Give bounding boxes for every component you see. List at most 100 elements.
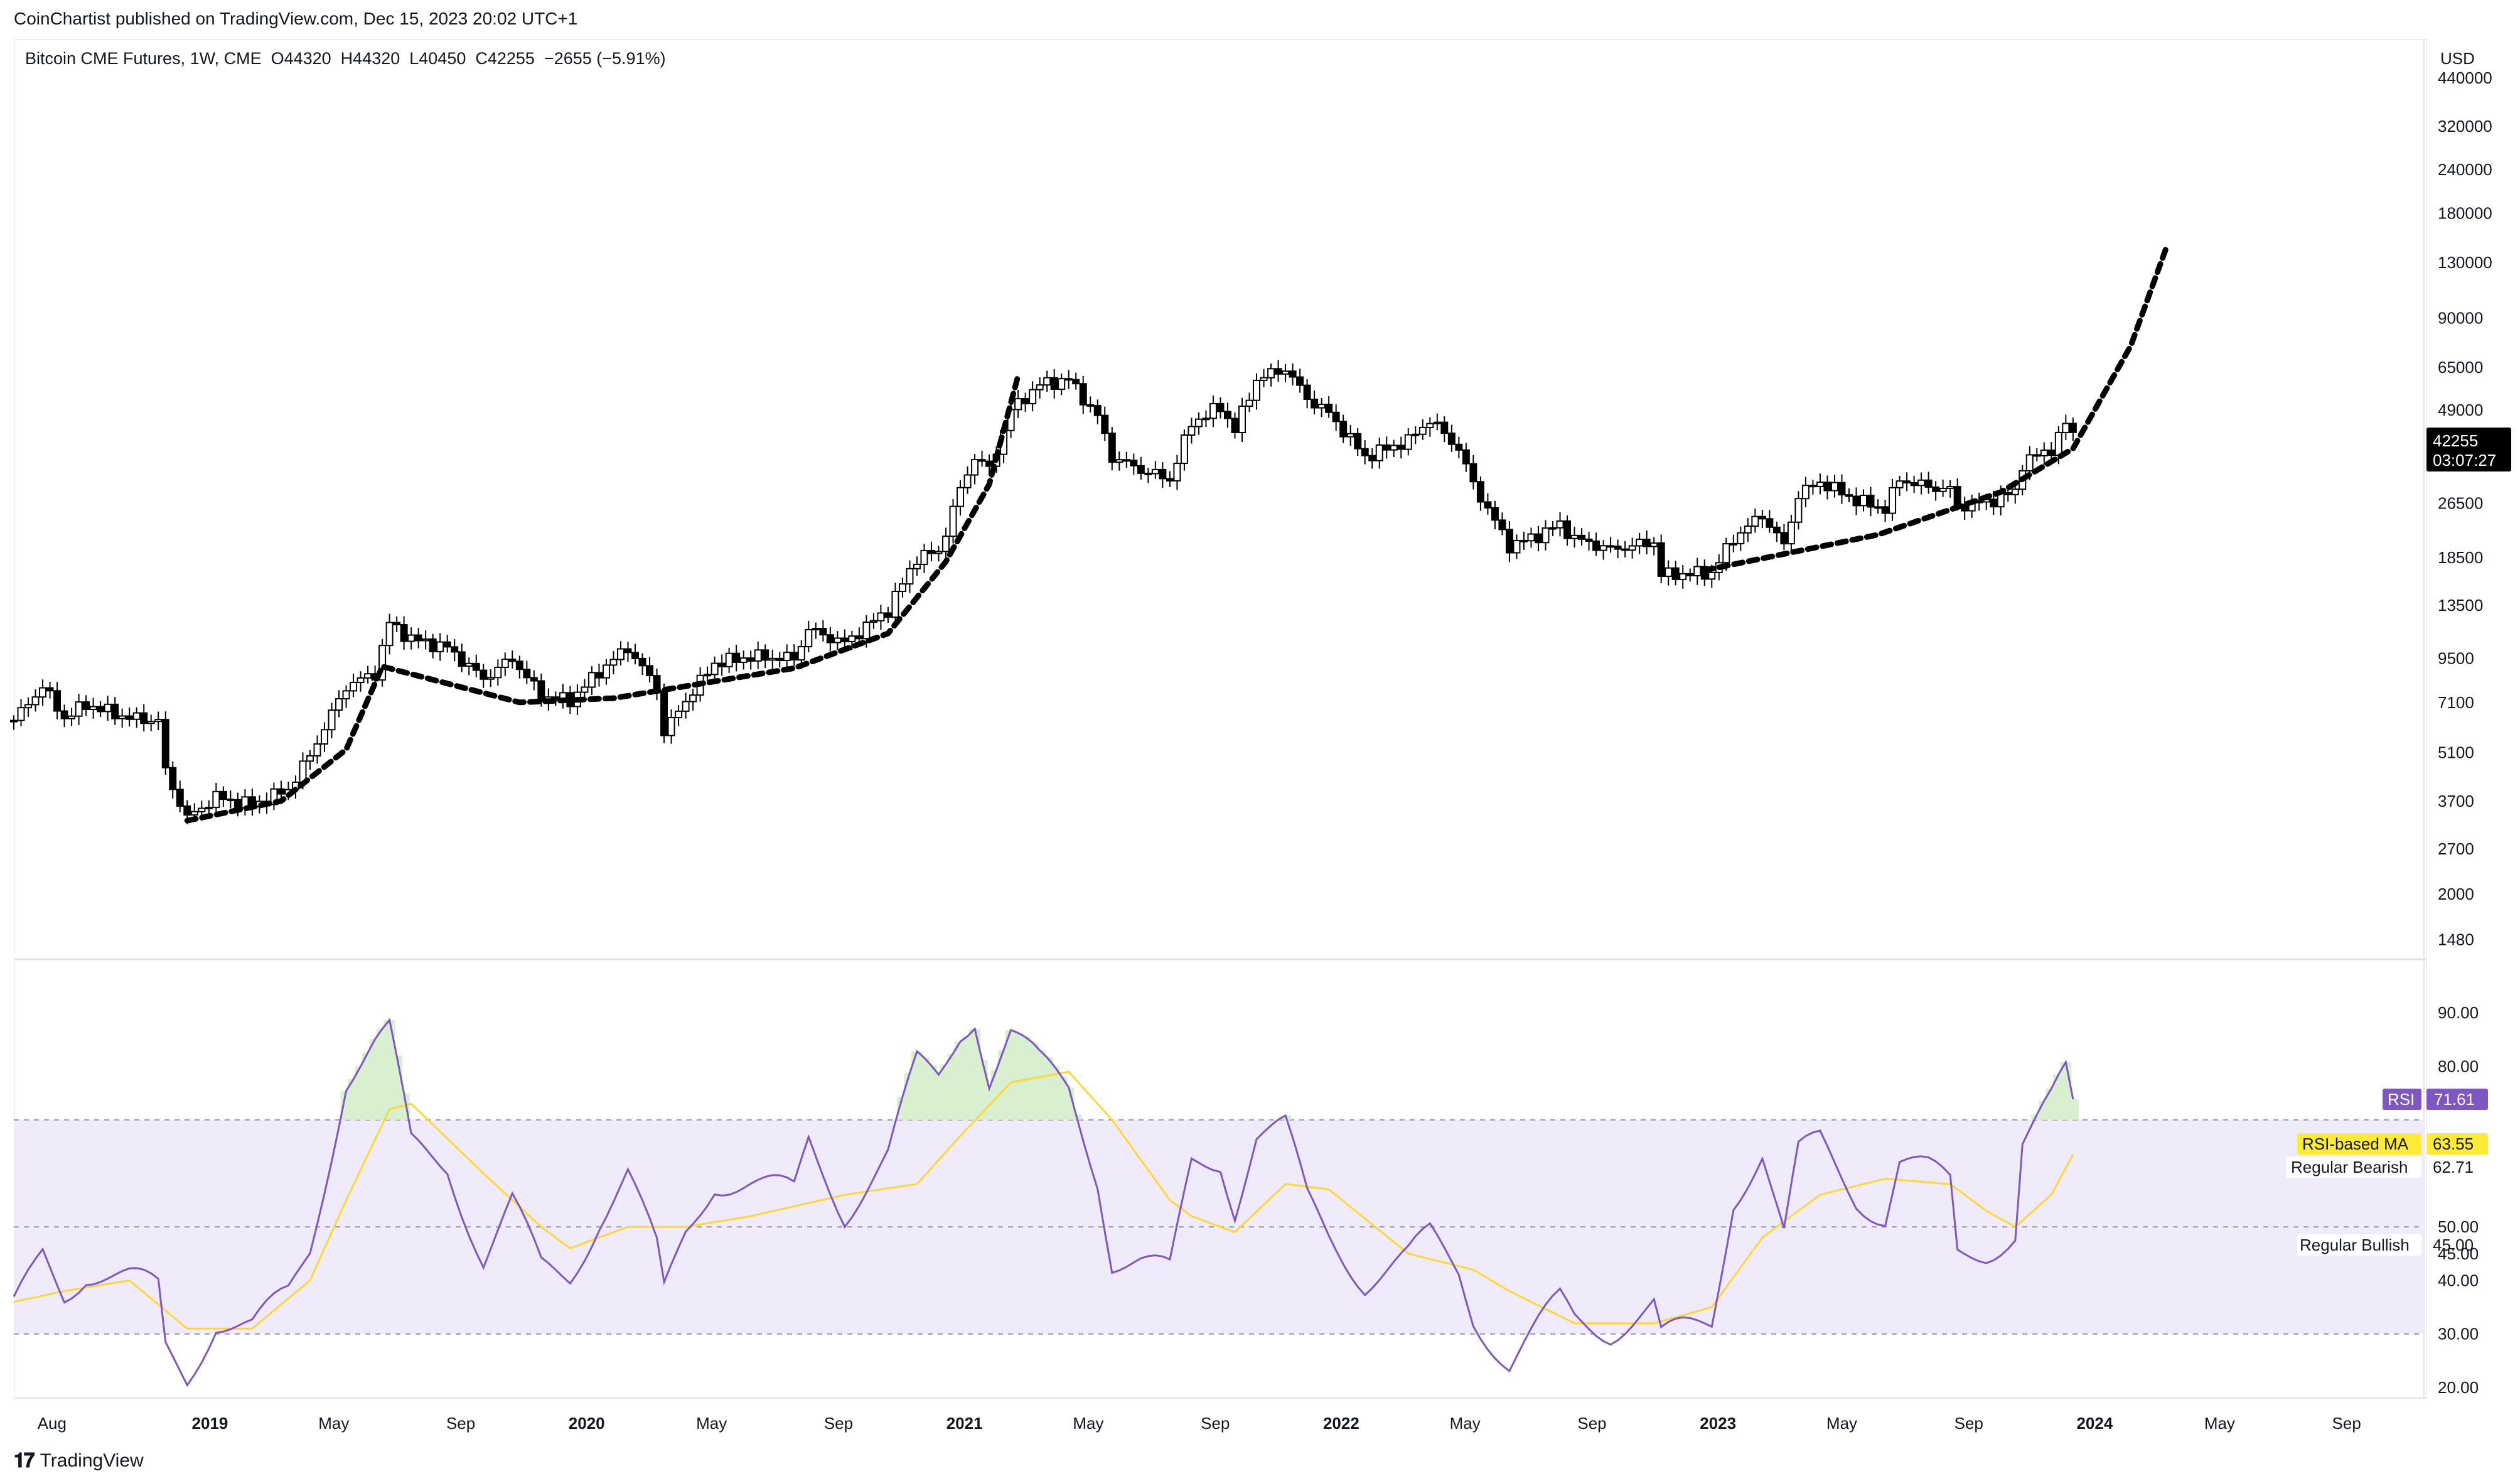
price-tick-label: 18500 (2438, 548, 2483, 567)
candle-body (494, 666, 502, 679)
candle-body (147, 721, 155, 724)
rsi-axis[interactable]: 90.00 80.00 50.00 45.00 40.00 30.00 20.00 (2438, 1003, 2479, 1397)
candle-body (364, 673, 372, 679)
candle-body (132, 712, 141, 720)
candle-body (1375, 444, 1383, 461)
candle-body (1311, 398, 1319, 409)
candle-body (1115, 459, 1123, 463)
candle-body (1570, 534, 1579, 539)
time-tick-label: Sep (446, 1414, 475, 1433)
candle-body (710, 662, 719, 676)
candle-body (1946, 486, 1954, 489)
candle-body (1614, 546, 1622, 550)
time-tick-label: May (318, 1414, 349, 1433)
candle-body (1801, 485, 1810, 500)
curve-segment-2022-2024 (1702, 243, 2170, 573)
rsi-tick-label: 80.00 (2438, 1057, 2479, 1075)
candle-body (205, 807, 213, 810)
candle-body (869, 620, 877, 623)
candle-body (1476, 481, 1484, 503)
price-tick-label: 5100 (2438, 743, 2474, 762)
candle-body (2047, 450, 2056, 456)
time-tick-label: May (1826, 1414, 1857, 1433)
candle-body (768, 657, 776, 661)
regular-bearish-label: Regular Bearish (2291, 1158, 2408, 1177)
candle-body (1541, 527, 1550, 544)
candle-body (53, 690, 62, 712)
candle-body (1325, 404, 1333, 413)
candle-body (1383, 444, 1391, 451)
candle-body (1556, 520, 1564, 529)
candle-body (1708, 571, 1716, 580)
price-tick-label: 2000 (2438, 885, 2474, 903)
rsi-overbought-fill (340, 1020, 2079, 1120)
rsi-lines (13, 1018, 2079, 1387)
candle-body (1079, 383, 1087, 406)
candle-body (1397, 444, 1405, 450)
candle-body (913, 563, 921, 569)
time-tick-label: 2019 (192, 1414, 228, 1433)
candle-body (321, 729, 329, 745)
candle-body (1043, 377, 1051, 386)
candle-body (1578, 534, 1586, 540)
time-tick-label: Aug (38, 1414, 67, 1433)
curve-segment-2019-2021 (184, 372, 1021, 824)
footer-brand[interactable]: 𝟏𝟕 TradingView (14, 1449, 144, 1473)
candle-body (739, 657, 748, 663)
candle-body (1433, 421, 1441, 424)
candle-body (1418, 426, 1427, 435)
candle-body (862, 622, 871, 640)
candle-body (1809, 485, 1817, 488)
price-tick-label: 240000 (2438, 160, 2492, 179)
candle-body (2040, 450, 2048, 456)
candle-body (429, 638, 437, 652)
time-axis[interactable]: Aug 2019 May Sep 2020 May Sep 2021 May Sep 2022 May… (38, 1414, 2361, 1433)
candle-body (306, 755, 314, 762)
candle-body (776, 657, 784, 661)
time-tick-label: 2022 (1323, 1414, 1359, 1433)
candle-body (1166, 478, 1174, 482)
candle-body (1794, 498, 1803, 523)
candle-body (1086, 404, 1095, 407)
time-tick-label: Sep (1201, 1414, 1230, 1433)
candle-body (393, 622, 401, 626)
candle-body (104, 703, 112, 713)
candle-body (2004, 492, 2012, 495)
parabolic-curve (184, 243, 2170, 824)
candle-body (689, 694, 697, 703)
candle-body (704, 674, 712, 677)
rsi-ma-tag-label: RSI-based MA (2302, 1134, 2409, 1153)
candles (10, 360, 2077, 825)
candle-body (1354, 433, 1362, 450)
candle-body (89, 706, 97, 711)
candle-body (1932, 486, 1940, 492)
candle-body (1830, 482, 1838, 492)
candle-body (1671, 567, 1680, 580)
candle-body (480, 669, 488, 680)
currency-label[interactable]: USD (2440, 49, 2475, 68)
candle-body (2025, 454, 2034, 471)
candle-body (24, 704, 33, 709)
candle-body (277, 788, 285, 795)
candle-body (927, 549, 935, 554)
candle-body (385, 622, 394, 647)
candle-body (350, 681, 358, 692)
candle-body (877, 612, 885, 622)
candle-body (1303, 384, 1311, 400)
candle-body (2054, 431, 2062, 456)
candle-body (1093, 404, 1102, 416)
candle-body (1245, 399, 1253, 407)
candle-body (1188, 426, 1196, 436)
price-axis[interactable]: 440000 320000 240000 180000 130000 90000 65000… (2438, 68, 2492, 949)
candle-body (1289, 370, 1297, 378)
candle-body (1924, 479, 1933, 488)
candle-body (335, 698, 343, 711)
candle-body (357, 677, 365, 683)
candle-body (1209, 402, 1217, 419)
candle-body (1751, 515, 1759, 527)
candle-body (812, 628, 820, 631)
candle-body (1657, 542, 1665, 577)
time-tick-label: May (696, 1414, 727, 1433)
price-tick-label: 3700 (2438, 792, 2474, 811)
